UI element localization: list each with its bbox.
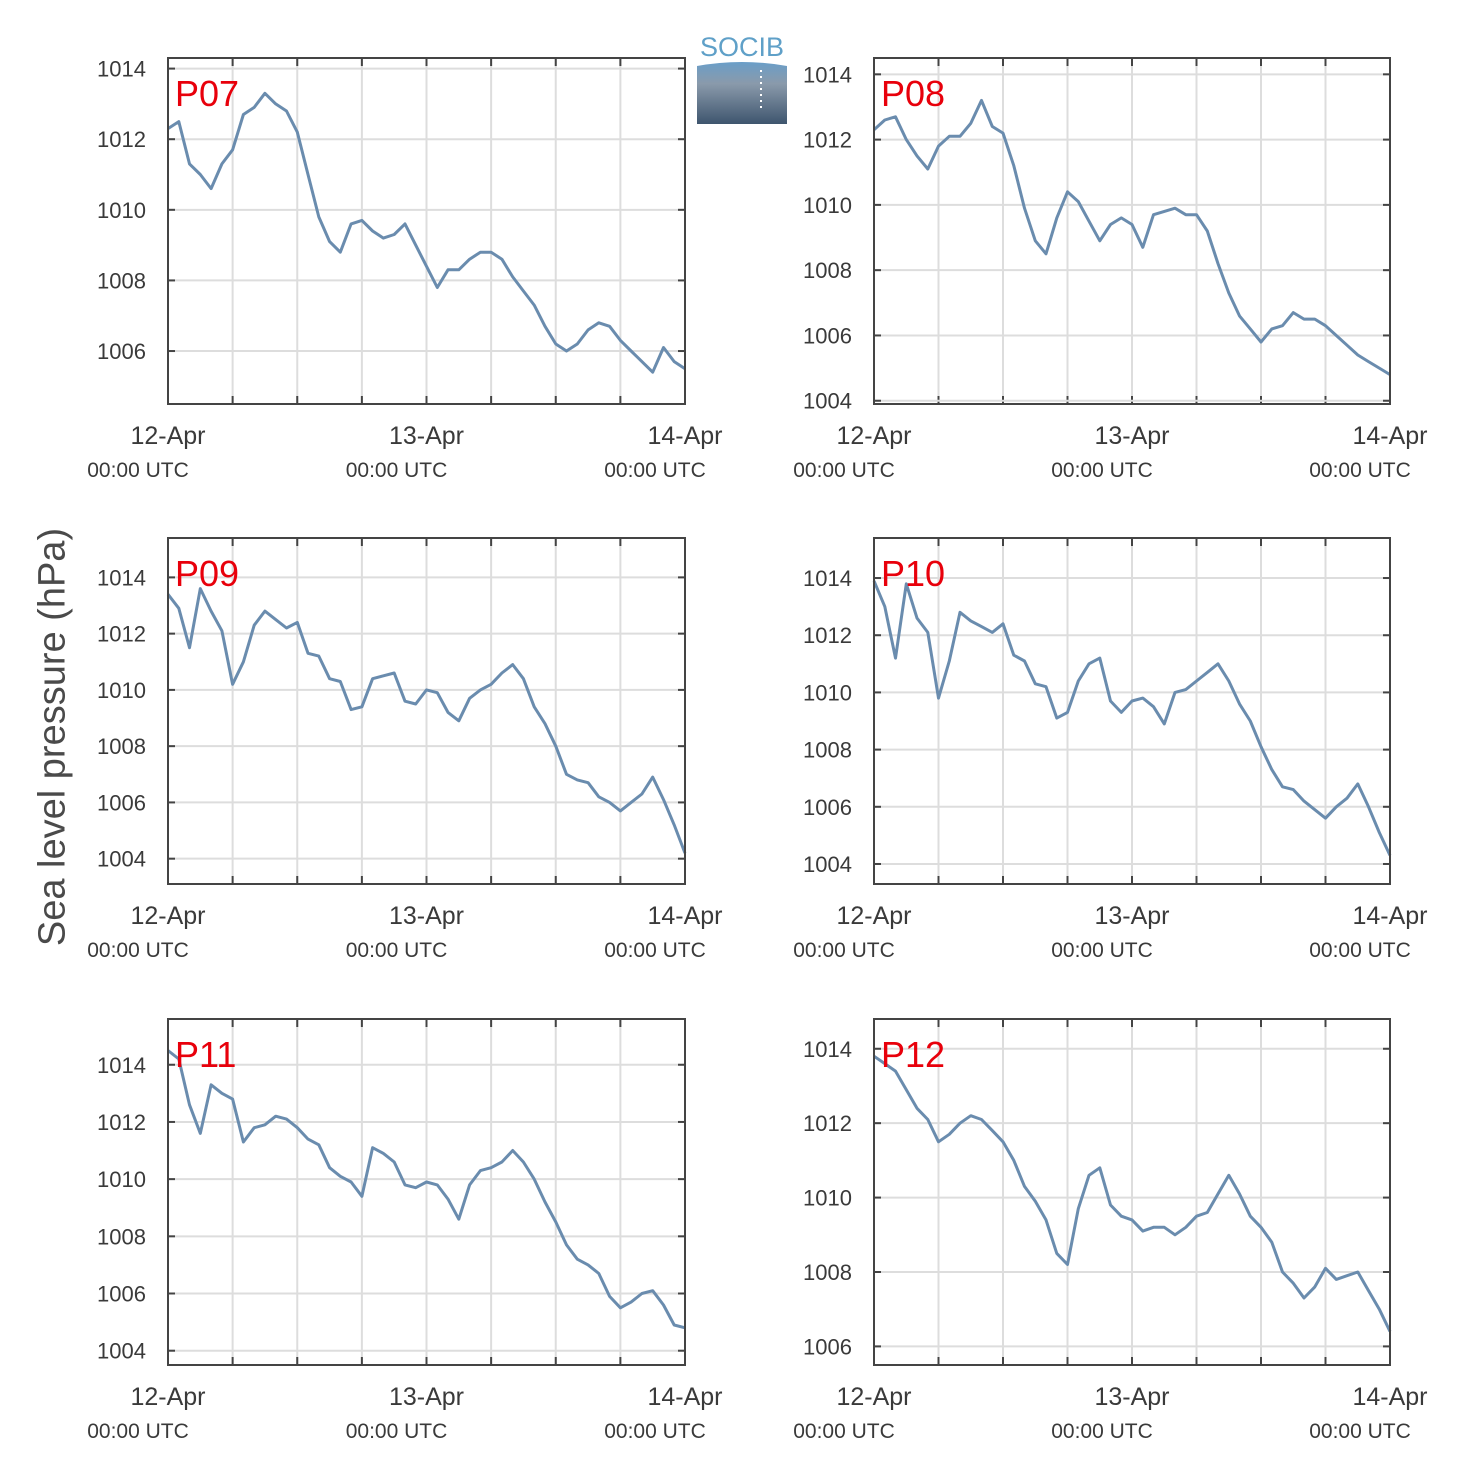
x-tick-date: 14-Apr [1352,422,1427,450]
x-tick-date: 14-Apr [647,422,722,450]
y-tick-label: 1008 [803,258,852,283]
series-line-p11 [167,1049,686,1330]
y-tick-label: 1010 [803,193,852,218]
x-tick-time: 00:00 UTC [87,459,189,482]
y-axis-label: Sea level pressure (hPa) [31,527,74,947]
y-tick-label: 1012 [803,623,852,648]
x-tick-time: 00:00 UTC [346,459,448,482]
panel-label: P12 [881,1034,945,1075]
plot-frame [167,57,686,405]
y-tick-label: 1004 [803,389,852,414]
series-line-p09 [166,587,687,854]
panel-label: P11 [175,1034,236,1075]
x-tick-time: 00:00 UTC [1051,459,1153,482]
y-tick-label: 1012 [803,128,852,153]
x-tick-date: 13-Apr [389,422,464,450]
x-tick-date: 14-Apr [647,902,722,930]
plot-frame [873,537,1391,885]
y-tick-label: 1012 [803,1111,852,1136]
x-tick-time: 00:00 UTC [87,1420,189,1443]
x-tick-date: 12-Apr [836,422,911,450]
series-line-p08 [872,98,1391,376]
x-tick-date: 12-Apr [130,1383,205,1411]
x-tick-date: 13-Apr [389,902,464,930]
y-tick-label: 1006 [803,795,852,820]
logo-wave-icon [697,62,787,124]
y-tick-label: 1014 [803,62,852,87]
x-tick-time: 00:00 UTC [87,939,189,962]
chart-panel-p08: 1004 1006 1008 1010 1012 1014 12-Apr 00:00 UTC 1… [793,57,1428,482]
x-tick-time: 00:00 UTC [1051,939,1153,962]
y-tick-label: 1014 [803,1037,852,1062]
x-tick-date: 13-Apr [1094,1383,1169,1411]
y-tick-label: 1006 [97,339,146,364]
x-tick-time: 00:00 UTC [604,1420,706,1443]
series-line-p07 [167,91,686,374]
x-tick-time: 00:00 UTC [346,939,448,962]
x-tick-date: 12-Apr [130,422,205,450]
x-tick-date: 12-Apr [130,902,205,930]
y-tick-label: 1010 [803,680,852,705]
y-tick-label: 1010 [803,1186,852,1211]
panel-label: P07 [175,73,239,114]
y-tick-label: 1006 [97,1282,146,1307]
y-tick-label: 1014 [803,566,852,591]
socib-logo: SOCIB [697,32,787,124]
x-tick-time: 00:00 UTC [604,939,706,962]
y-tick-label: 1004 [97,1339,146,1364]
chart-panel-p11: 1004 1006 1008 1010 1012 1014 12-Apr 00:00 UTC 1… [87,1018,723,1443]
y-tick-label: 1008 [803,1260,852,1285]
x-tick-time: 00:00 UTC [346,1420,448,1443]
x-tick-date: 12-Apr [836,1383,911,1411]
x-tick-date: 13-Apr [389,1383,464,1411]
x-tick-date: 13-Apr [1094,422,1169,450]
plot-frame [167,1018,686,1366]
panel-label: P09 [175,553,239,594]
y-tick-label: 1006 [803,1334,852,1359]
panel-label: P08 [881,73,945,114]
y-tick-label: 1014 [97,1053,146,1078]
y-tick-label: 1008 [97,268,146,293]
chart-panel-p10: 1004 1006 1008 1010 1012 1014 12-Apr 00:00 UTC 1… [793,537,1428,962]
x-tick-time: 00:00 UTC [1051,1420,1153,1443]
x-tick-date: 13-Apr [1094,902,1169,930]
chart-panel-p12: 1006 1008 1010 1012 1014 12-Apr 00:00 UTC 13-Ap… [793,1018,1428,1443]
x-tick-time: 00:00 UTC [1309,939,1411,962]
y-tick-label: 1006 [803,323,852,348]
y-tick-label: 1008 [97,734,146,759]
x-tick-time: 00:00 UTC [1309,1420,1411,1443]
plot-frame [873,57,1391,405]
y-tick-label: 1012 [97,127,146,152]
series-line-p12 [873,1054,1392,1333]
y-tick-label: 1006 [97,790,146,815]
x-tick-date: 12-Apr [836,902,911,930]
y-tick-label: 1012 [97,622,146,647]
x-tick-time: 00:00 UTC [604,459,706,482]
x-tick-date: 14-Apr [647,1383,722,1411]
chart-panel-p09: 1004 1006 1008 1010 1012 1014 12-Apr 00:00 UTC 1… [87,537,723,962]
x-tick-time: 00:00 UTC [793,1420,895,1443]
chart-panel-p07: 1006 1008 1010 1012 1014 12-Apr 00:00 UTC 13-Ap… [87,57,722,482]
plot-frame [873,1018,1391,1366]
y-tick-label: 1010 [97,678,146,703]
logo-text: SOCIB [699,32,785,62]
y-tick-label: 1004 [803,852,852,877]
y-tick-label: 1012 [97,1110,146,1135]
y-tick-label: 1004 [97,847,146,872]
x-tick-time: 00:00 UTC [1309,459,1411,482]
y-tick-label: 1014 [97,57,146,82]
y-tick-label: 1008 [97,1224,146,1249]
y-tick-label: 1010 [97,1167,146,1192]
panel-label: P10 [881,553,945,594]
plot-frame [167,537,686,885]
x-tick-time: 00:00 UTC [793,939,895,962]
x-tick-date: 14-Apr [1352,1383,1427,1411]
y-tick-label: 1014 [97,565,146,590]
x-tick-time: 00:00 UTC [793,459,895,482]
x-tick-date: 14-Apr [1352,902,1427,930]
series-line-p10 [872,580,1392,857]
y-tick-label: 1008 [803,738,852,763]
y-tick-label: 1010 [97,198,146,223]
